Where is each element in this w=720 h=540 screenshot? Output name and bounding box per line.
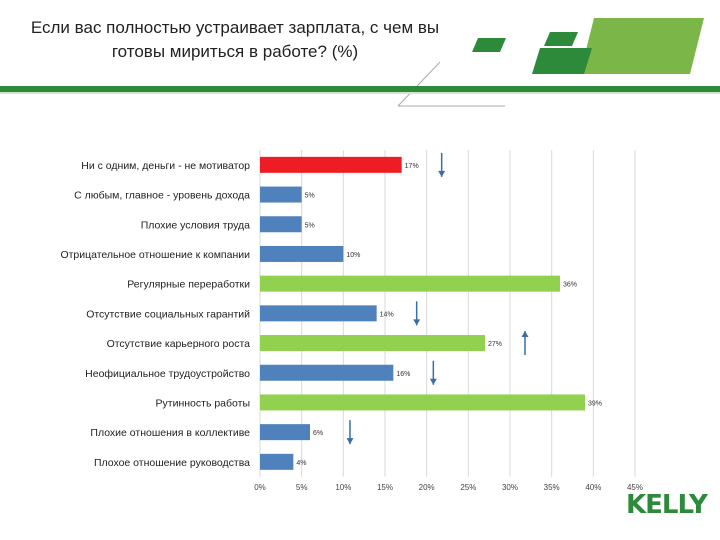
- data-label: 39%: [588, 400, 602, 407]
- category-label: Регулярные переработки: [127, 279, 250, 291]
- category-label: Отсутствие социальных гарантий: [86, 308, 250, 320]
- logo-stripe-large: [580, 18, 704, 74]
- arrow-down-icon: [438, 152, 446, 177]
- bar: [260, 245, 344, 262]
- bar: [260, 424, 310, 441]
- logo-stripe-small: [472, 38, 506, 52]
- x-tick-label: 25%: [460, 483, 476, 492]
- data-label: 5%: [305, 193, 315, 200]
- x-tick-label: 0%: [254, 483, 266, 492]
- bar: [260, 156, 402, 173]
- arrow-up-icon: [521, 331, 529, 356]
- bar: [260, 335, 485, 352]
- arrow-down-icon: [346, 420, 354, 445]
- data-label: 36%: [563, 282, 577, 289]
- x-tick-label: 5%: [296, 483, 308, 492]
- category-label: Плохие условия труда: [141, 219, 250, 231]
- data-label: 14%: [380, 311, 394, 318]
- data-label: 17%: [405, 163, 419, 170]
- chart-title: Если вас полностью устраивает зарплата, …: [30, 18, 440, 61]
- category-label: Рутинность работы: [156, 397, 250, 409]
- x-tick-label: 15%: [377, 483, 393, 492]
- bar: [260, 186, 302, 203]
- category-label: Отрицательное отношение к компании: [60, 249, 250, 261]
- kelly-logo: KELLY: [626, 490, 708, 520]
- category-label: Неофициальное трудоустройство: [85, 368, 250, 380]
- category-label: Плохие отношения в коллективе: [90, 427, 250, 439]
- data-label: 10%: [346, 252, 360, 259]
- data-label: 6%: [313, 430, 323, 437]
- header-band-light: [0, 92, 720, 94]
- x-tick-label: 10%: [335, 483, 351, 492]
- header-band: [0, 86, 720, 92]
- x-tick-label: 45%: [627, 483, 643, 492]
- data-label: 27%: [488, 341, 502, 348]
- bar: [260, 364, 394, 381]
- category-label: Ни с одним, деньги - не мотиватор: [81, 160, 250, 172]
- bar: [260, 216, 302, 233]
- bar: [260, 275, 560, 292]
- logo-stripe-dark: [532, 48, 592, 74]
- category-label: Плохое отношение руководства: [94, 457, 250, 469]
- x-tick-label: 30%: [502, 483, 518, 492]
- category-label: С любым, главное - уровень дохода: [74, 190, 250, 202]
- bar: [260, 453, 294, 470]
- category-label: Отсутствие карьерного роста: [107, 338, 251, 350]
- x-tick-label: 20%: [419, 483, 435, 492]
- data-label: 4%: [296, 460, 306, 467]
- data-label: 16%: [396, 371, 410, 378]
- decor-line: [397, 61, 441, 107]
- bar: [260, 394, 585, 411]
- bar: [260, 305, 377, 322]
- arrow-down-icon: [413, 301, 421, 326]
- arrow-down-icon: [429, 360, 437, 385]
- x-tick-label: 35%: [544, 483, 560, 492]
- x-tick-label: 40%: [585, 483, 601, 492]
- logo-stripe-mid: [544, 32, 578, 46]
- data-label: 5%: [305, 222, 315, 229]
